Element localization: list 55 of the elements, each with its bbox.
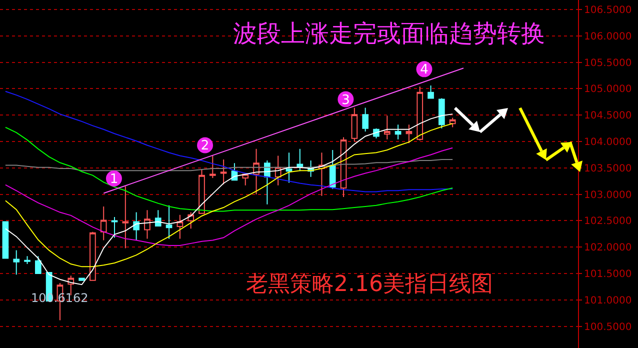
number-badge: 3 [338,91,354,108]
number-badge: 1 [106,170,122,187]
candlestick [133,212,140,241]
candlestick [384,115,390,140]
candlestick [2,221,9,259]
text: 波段上涨走完或面临趋势转换 [233,19,546,48]
y-tick-label: 103.0000 [584,190,632,201]
y-tick-label: 104.5000 [584,110,632,122]
annotation: 2 [200,138,210,154]
candlestick [394,124,402,140]
annotation: 1 [110,172,118,187]
y-tick-label: 101.5000 [584,269,632,280]
candlestick [329,149,336,190]
candlestick [122,186,129,249]
candlestick [35,256,42,274]
candlestick [351,107,358,142]
number-badge: 4 [416,61,432,78]
annotation: 4 [420,62,428,78]
line-series [4,90,454,192]
y-tick-label: 105.0000 [584,84,632,96]
candlestick [416,86,424,141]
candlestick [90,231,96,281]
candlestick [449,117,456,128]
candlestick [111,216,118,238]
y-tick-label: 104.0000 [584,137,632,148]
candlestick [24,256,30,265]
y-tick-label: 100.5000 [584,322,632,333]
y-tick-label: 101.0000 [584,295,632,306]
candlestick [176,214,184,240]
candlestick [100,206,107,241]
candlestick [362,107,369,132]
candlestick [296,148,304,172]
line-series [4,126,454,212]
number-badge: 2 [197,137,214,154]
candlestick [13,250,20,276]
candlestick [166,204,172,240]
y-tick-label: 103.5000 [584,163,632,174]
y-tick-label: 106.0000 [584,31,632,42]
candlestick [188,212,194,230]
candlestick [286,152,292,184]
line-series [4,123,454,268]
candlestick [154,210,162,227]
candlestick [198,169,205,214]
y-tick-label: 102.5000 [584,216,632,228]
annotation: 3 [342,92,350,108]
candlestick [144,210,150,240]
candlestick [220,158,227,185]
candlestick [438,98,445,129]
candlestick [428,85,434,99]
candlestick [406,124,412,144]
y-tick-label: 102.0000 [584,242,632,254]
candlestick [209,155,216,178]
y-tick-label: 106.5000 [584,5,632,16]
annotation: 老黑策略2.16美指日线图 [246,272,493,297]
y-tick-label: 105.5000 [584,58,632,69]
